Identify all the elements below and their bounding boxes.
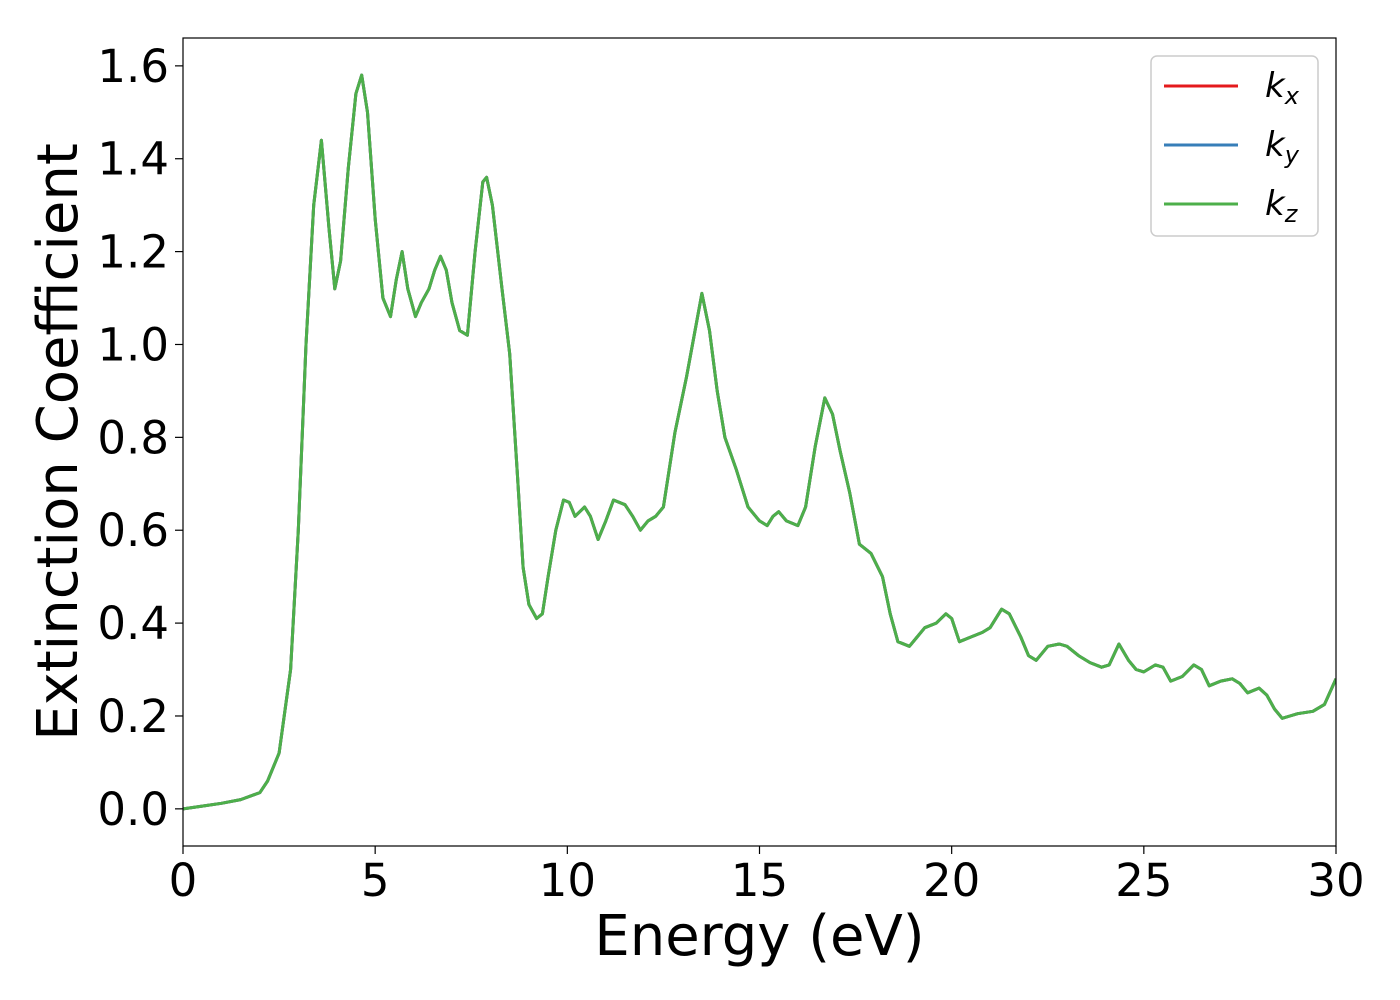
legend-label-ky: ky [1265,125,1300,169]
y-tick-label: 1.4 [97,133,169,186]
legend-label-kz: kz [1265,184,1299,228]
x-tick-label: 25 [1115,854,1172,907]
x-tick-label: 10 [539,854,596,907]
x-tick-label: 30 [1307,854,1364,907]
y-tick-label: 1.2 [97,226,169,279]
series-line-kz [183,73,1336,811]
y-tick-label: 0.6 [97,504,169,557]
x-tick-label: 15 [731,854,788,907]
x-tick-label: 0 [169,854,198,907]
legend-label-kx: kx [1265,66,1300,110]
y-tick-label: 0.4 [97,597,169,650]
x-axis-title: Energy (eV) [594,904,924,969]
series-layer [183,73,1336,811]
y-tick-label: 0.0 [97,783,169,836]
y-axis-title: Extinction Coefficient [26,143,91,741]
y-tick-label: 1.0 [97,318,169,371]
x-tick-label: 20 [923,854,980,907]
y-tick-label: 0.2 [97,690,169,743]
y-tick-label: 0.8 [97,411,169,464]
x-axis-ticks: 0 5 10 15 20 25 30 [169,846,1365,907]
x-tick-label: 5 [361,854,390,907]
y-axis-ticks: 0.0 0.2 0.4 0.6 0.8 1.0 1.2 1.4 1.6 [97,40,183,836]
legend: kx ky kz [1150,55,1319,237]
y-tick-label: 1.6 [97,40,169,93]
